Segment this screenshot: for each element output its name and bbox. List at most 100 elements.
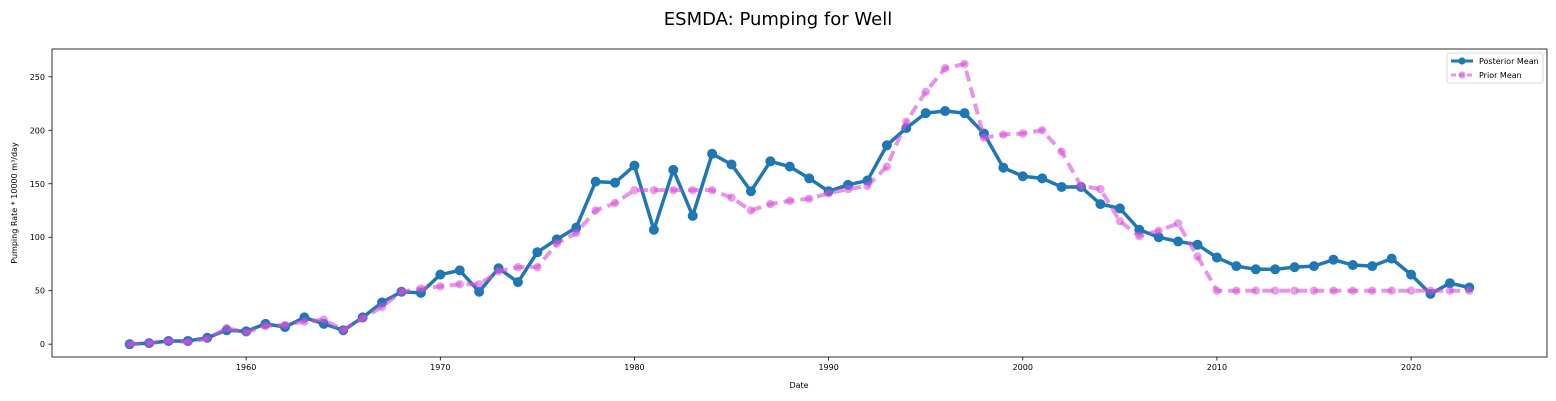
x-axis-label: Date — [789, 381, 808, 390]
prior-mean-point — [999, 130, 1008, 139]
posterior-mean-point — [1173, 236, 1184, 247]
prior-mean-line — [129, 61, 1470, 347]
posterior-mean-point — [959, 108, 970, 119]
legend: Posterior Mean Prior Mean — [1446, 52, 1544, 84]
legend-prior-mean-label: Prior Mean — [1479, 71, 1522, 80]
prior-mean-point — [280, 320, 290, 330]
prior-mean-point — [805, 194, 814, 203]
posterior-mean-point — [765, 156, 776, 167]
prior-mean-point — [552, 239, 562, 248]
posterior-mean-point — [590, 176, 601, 187]
posterior-mean-point — [1386, 253, 1397, 264]
posterior-mean-point — [512, 277, 523, 288]
prior-mean-point — [591, 206, 600, 215]
prior-mean-point — [1057, 147, 1066, 156]
posterior-mean-point — [1211, 252, 1222, 263]
prior-mean-point — [766, 199, 775, 209]
prior-mean-point — [1135, 231, 1144, 241]
prior-mean-point — [183, 337, 193, 347]
chart-title: ESMDA: Pumping for Well — [664, 9, 892, 30]
prior-mean-point — [436, 282, 445, 291]
prior-mean-point — [319, 315, 329, 324]
posterior-mean-point — [1037, 173, 1048, 184]
prior-mean-point — [1232, 286, 1241, 295]
x-tick-label: 2020 — [1401, 363, 1421, 372]
posterior-mean-point — [1406, 269, 1417, 280]
prior-mean-point — [707, 185, 717, 195]
posterior-mean-point — [726, 159, 737, 170]
posterior-mean-point — [1095, 199, 1106, 210]
prior-mean-point — [397, 287, 406, 296]
posterior-mean-point — [1347, 260, 1358, 271]
posterior-mean-point — [435, 269, 446, 280]
posterior-mean-point — [454, 265, 465, 276]
y-tick-label: 100 — [30, 233, 45, 242]
posterior-mean-point — [920, 108, 931, 119]
x-tick-label: 1970 — [430, 363, 450, 372]
posterior-mean-point — [1231, 261, 1242, 272]
prior-mean-point — [843, 184, 853, 194]
prior-mean-point — [513, 262, 523, 272]
prior-mean-point — [863, 181, 872, 191]
prior-mean-point — [960, 59, 969, 69]
legend-prior-mean-marker — [1458, 71, 1466, 79]
prior-mean-point — [358, 314, 367, 323]
prior-mean-point — [940, 64, 950, 73]
x-tick-label: 2010 — [1207, 363, 1227, 372]
y-tick-label: 250 — [30, 73, 45, 82]
posterior-mean-point — [648, 224, 659, 235]
posterior-mean-point — [1289, 262, 1300, 273]
prior-mean-point — [1115, 216, 1125, 226]
posterior-mean-point — [804, 173, 815, 184]
prior-mean-point — [921, 87, 930, 96]
prior-mean-point — [144, 338, 154, 348]
prior-mean-point — [241, 328, 251, 337]
prior-mean-point — [669, 185, 678, 195]
prior-mean-point — [979, 133, 989, 142]
prior-mean-point — [1309, 286, 1319, 295]
y-tick-label: 0 — [40, 340, 45, 349]
prior-mean-point — [1270, 286, 1280, 295]
posterior-mean-point — [745, 186, 756, 197]
prior-mean-point — [688, 185, 697, 195]
prior-mean-point — [455, 280, 464, 289]
prior-mean-point — [1406, 286, 1416, 295]
prior-mean-point — [125, 339, 134, 349]
posterior-mean-point — [1192, 239, 1203, 250]
prior-mean-point — [1348, 286, 1358, 295]
prior-mean-point — [164, 336, 173, 346]
prior-mean-point — [1387, 286, 1396, 295]
x-axis: 1960 1970 1980 1990 2000 2010 2020 — [236, 357, 1421, 372]
prior-mean-point — [1193, 252, 1202, 261]
plot-area — [124, 59, 1475, 350]
prior-mean-point — [1465, 286, 1474, 295]
y-axis: 0 50 100 150 200 250 — [30, 73, 52, 349]
posterior-mean-point — [881, 140, 892, 151]
prior-mean-point — [746, 206, 756, 215]
posterior-mean-point — [610, 177, 621, 188]
posterior-mean-point — [1056, 181, 1067, 192]
posterior-mean-point — [784, 161, 795, 172]
posterior-mean-point — [1250, 264, 1261, 275]
y-tick-label: 150 — [30, 180, 45, 189]
prior-mean-point — [1368, 286, 1377, 295]
prior-mean-point — [1076, 181, 1086, 191]
prior-mean-point — [416, 284, 426, 293]
prior-mean-point — [203, 334, 212, 344]
posterior-mean-point — [940, 106, 951, 117]
legend-posterior-mean-label: Posterior Mean — [1479, 57, 1539, 66]
posterior-mean-point — [1270, 264, 1281, 275]
y-tick-label: 200 — [30, 126, 45, 135]
x-tick-label: 2000 — [1013, 363, 1033, 372]
prior-mean-point — [1212, 286, 1222, 295]
prior-mean-point — [610, 198, 620, 208]
prior-mean-point — [1329, 286, 1338, 295]
prior-mean-point — [649, 185, 659, 195]
prior-mean-point — [630, 185, 639, 195]
prior-mean-point — [494, 267, 503, 276]
prior-mean-point — [902, 117, 911, 126]
posterior-mean-point — [1328, 254, 1339, 265]
posterior-mean-point — [687, 210, 698, 221]
prior-mean-point — [1251, 286, 1260, 295]
